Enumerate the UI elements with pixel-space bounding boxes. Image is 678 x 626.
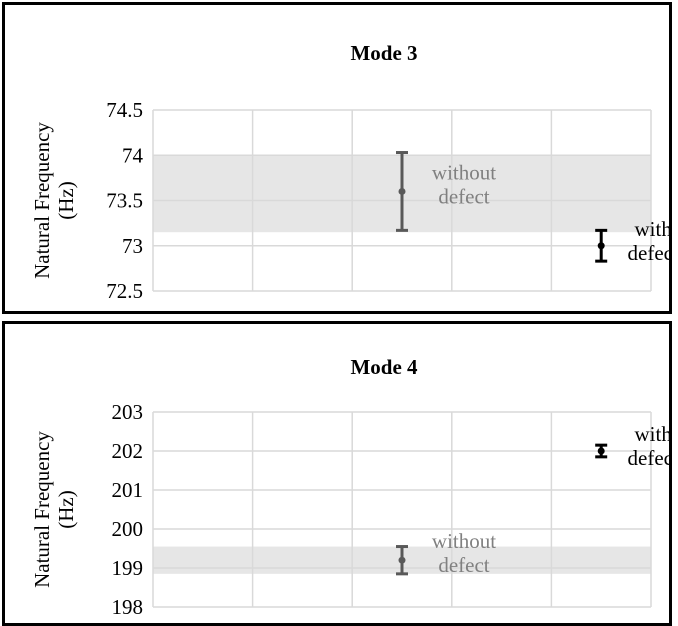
data-point-group: without defect [396, 151, 496, 232]
data-point-marker [597, 242, 605, 250]
chart-panel-mode-4: 198 199 200 201 202 203 Mode 4 Natural Frequenc… [2, 321, 672, 626]
y-tick-label: 200 [112, 517, 144, 541]
y-tick-label: 73 [122, 234, 143, 258]
data-point-annotation: withdefect [628, 422, 669, 470]
data-point-annotation: without defect [432, 529, 496, 577]
data-point-marker [398, 187, 406, 195]
chart-title: Mode 4 [350, 355, 418, 379]
y-tick-label: 198 [112, 595, 144, 619]
data-point-annotation: withdefect [628, 217, 669, 265]
chart-panel-mode-3: 72.5 73 73.5 74 74.5 Mode 3 Natural Frequency(… [2, 2, 672, 314]
chart-mode-4: 198 199 200 201 202 203 Mode 4 Natural Frequenc… [30, 355, 669, 619]
data-point-marker [597, 447, 605, 455]
y-tick-label: 73.5 [106, 189, 143, 213]
y-tick-label: 199 [112, 556, 144, 580]
y-tick-label: 203 [112, 400, 144, 424]
data-point-group: withdefect [595, 422, 669, 470]
data-point-group: withdefect [595, 217, 669, 265]
y-tick-label: 74.5 [106, 98, 143, 122]
y-tick-label: 201 [112, 478, 144, 502]
y-tick-label: 202 [112, 439, 144, 463]
data-point-annotation: without defect [432, 160, 496, 208]
y-tick-label: 72.5 [106, 279, 143, 303]
data-point-marker [398, 556, 406, 564]
y-axis-label: Natural Frequency(Hz) [30, 122, 78, 279]
chart-mode-3: 72.5 73 73.5 74 74.5 Mode 3 Natural Frequency(… [30, 41, 669, 303]
y-axis-label: Natural Frequency(Hz) [30, 431, 78, 588]
chart-title: Mode 3 [350, 41, 417, 65]
data-point-group: without defect [396, 529, 496, 577]
y-tick-label: 74 [122, 143, 144, 167]
